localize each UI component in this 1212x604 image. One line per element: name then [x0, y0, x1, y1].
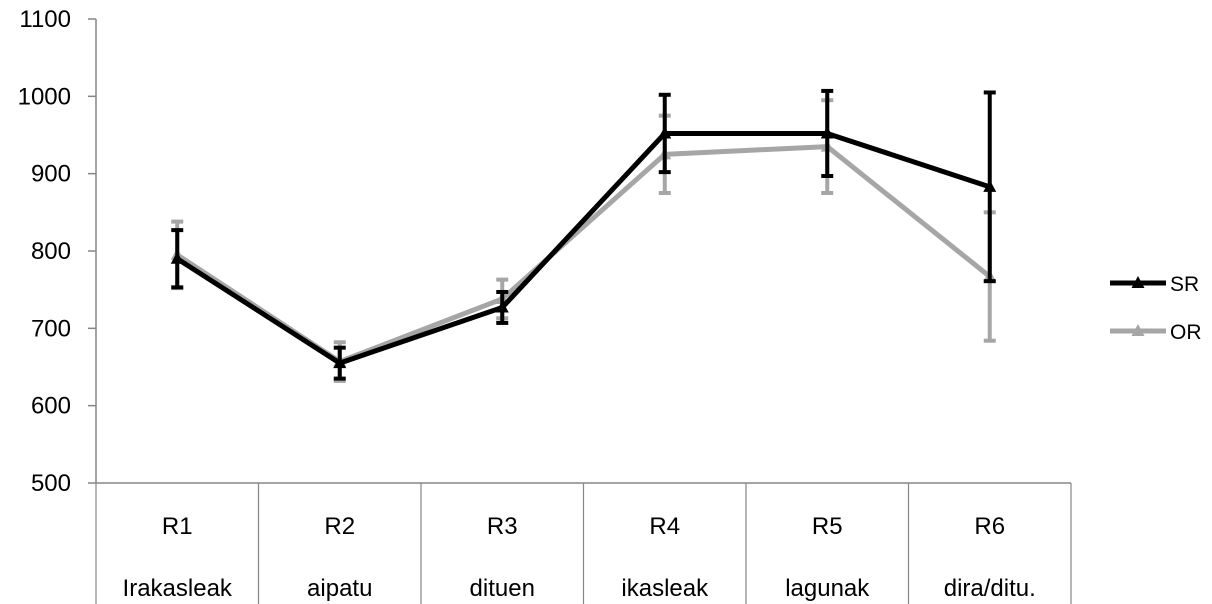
category-region-label: R5	[812, 513, 843, 540]
category-region-label: R3	[487, 513, 518, 540]
category-region-label: R4	[649, 513, 680, 540]
category-word-label: aipatu	[307, 575, 372, 602]
y-tick-label: 600	[31, 393, 71, 420]
legend-label: OR	[1170, 321, 1202, 344]
category-region-label: R6	[974, 513, 1005, 540]
category-word-label: dituen	[470, 575, 535, 602]
legend-label: SR	[1170, 273, 1199, 296]
category-table: R1 Irakasleak R2 aipatu R3 dituen R4 ikasleak R5…	[95, 482, 1072, 604]
category-region-label: R2	[324, 513, 355, 540]
y-axis: 500 600 700 800 900 1000 1100	[18, 6, 97, 497]
data-point-marker	[495, 300, 509, 313]
y-tick-label: 700	[31, 315, 71, 342]
series-layer	[170, 88, 997, 383]
category-dividers	[95, 483, 1072, 604]
y-tick-label: 900	[31, 161, 71, 188]
category-region-label: R1	[162, 513, 193, 540]
series-line	[175, 144, 992, 365]
series-or	[170, 98, 997, 383]
series-sr	[170, 88, 997, 381]
y-tick-label: 1000	[18, 83, 71, 110]
data-point-marker	[170, 251, 184, 264]
data-point-marker	[820, 126, 834, 139]
series-line	[175, 130, 991, 366]
category-word-label: dira/ditu.	[944, 575, 1036, 602]
data-point-marker	[333, 356, 347, 369]
y-tick-label: 500	[31, 470, 71, 497]
legend-marker	[1131, 324, 1145, 336]
category-word-label: Irakasleak	[123, 575, 233, 602]
legend: SR OR	[1110, 273, 1202, 344]
category-word-label: ikasleak	[621, 575, 709, 602]
y-tick-label: 1100	[19, 6, 71, 33]
legend-item-sr: SR	[1110, 273, 1199, 296]
data-point-marker	[658, 126, 672, 139]
category-labels: R1 Irakasleak R2 aipatu R3 dituen R4 ikasleak R5…	[123, 513, 1036, 602]
legend-item-or: OR	[1110, 321, 1202, 344]
data-point-marker	[983, 179, 997, 192]
category-word-label: lagunak	[785, 575, 870, 602]
legend-marker	[1131, 276, 1145, 288]
y-ticks: 500 600 700 800 900 1000 1100	[18, 6, 96, 497]
y-tick-label: 800	[31, 238, 71, 265]
